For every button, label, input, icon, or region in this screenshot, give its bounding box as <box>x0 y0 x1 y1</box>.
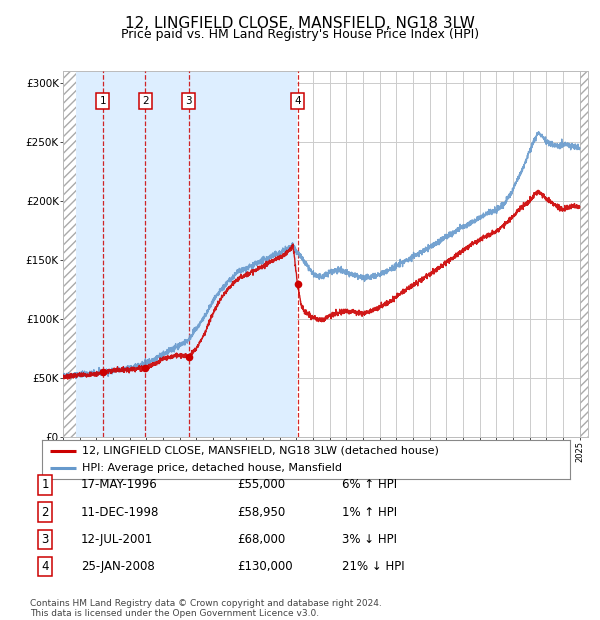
Text: 12, LINGFIELD CLOSE, MANSFIELD, NG18 3LW (detached house): 12, LINGFIELD CLOSE, MANSFIELD, NG18 3LW… <box>82 446 439 456</box>
Text: 3: 3 <box>41 533 49 546</box>
Text: 3% ↓ HPI: 3% ↓ HPI <box>342 533 397 546</box>
Text: 3: 3 <box>185 96 192 106</box>
Text: 25-JAN-2008: 25-JAN-2008 <box>81 560 155 573</box>
Text: 1: 1 <box>41 479 49 491</box>
Text: 4: 4 <box>294 96 301 106</box>
Text: 12, LINGFIELD CLOSE, MANSFIELD, NG18 3LW: 12, LINGFIELD CLOSE, MANSFIELD, NG18 3LW <box>125 16 475 31</box>
Text: 2: 2 <box>142 96 149 106</box>
Bar <box>63 71 76 437</box>
Text: 1: 1 <box>100 96 106 106</box>
Bar <box>580 71 588 437</box>
Text: 2: 2 <box>41 506 49 518</box>
Text: Price paid vs. HM Land Registry's House Price Index (HPI): Price paid vs. HM Land Registry's House … <box>121 28 479 41</box>
Bar <box>76 71 298 437</box>
Text: Contains HM Land Registry data © Crown copyright and database right 2024.
This d: Contains HM Land Registry data © Crown c… <box>30 599 382 618</box>
Text: £58,950: £58,950 <box>237 506 285 518</box>
Text: 1% ↑ HPI: 1% ↑ HPI <box>342 506 397 518</box>
Text: 4: 4 <box>41 560 49 573</box>
Text: 21% ↓ HPI: 21% ↓ HPI <box>342 560 404 573</box>
Text: HPI: Average price, detached house, Mansfield: HPI: Average price, detached house, Mans… <box>82 463 341 473</box>
Text: £55,000: £55,000 <box>237 479 285 491</box>
Text: 6% ↑ HPI: 6% ↑ HPI <box>342 479 397 491</box>
Text: 17-MAY-1996: 17-MAY-1996 <box>81 479 158 491</box>
Text: 11-DEC-1998: 11-DEC-1998 <box>81 506 160 518</box>
Text: £68,000: £68,000 <box>237 533 285 546</box>
Text: £130,000: £130,000 <box>237 560 293 573</box>
Text: 12-JUL-2001: 12-JUL-2001 <box>81 533 153 546</box>
